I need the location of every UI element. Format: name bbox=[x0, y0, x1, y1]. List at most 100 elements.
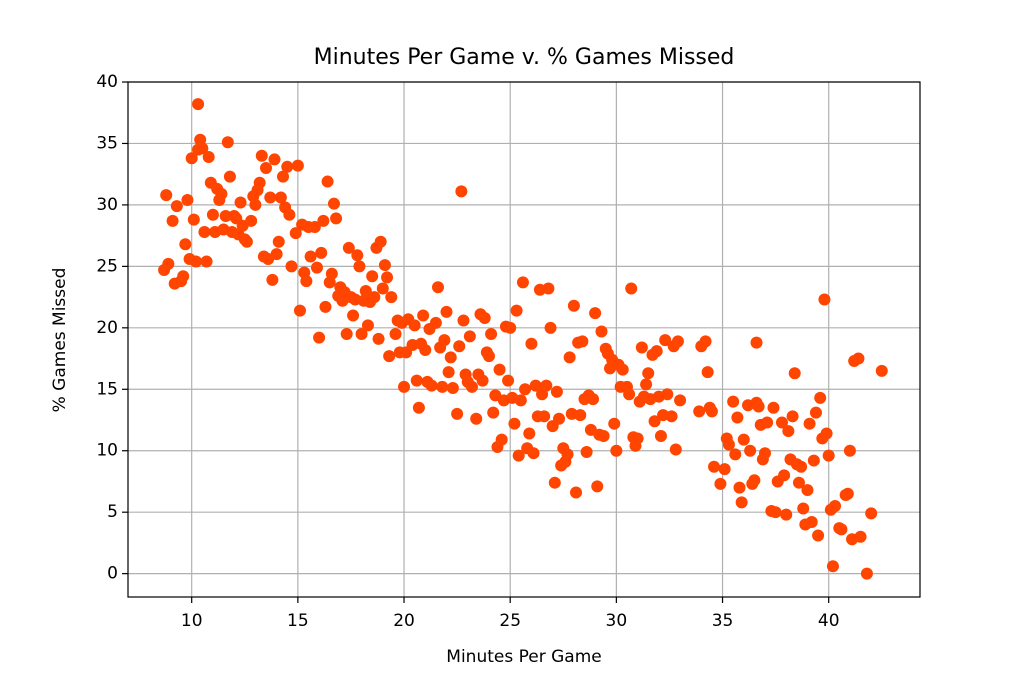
point bbox=[270, 248, 283, 261]
point bbox=[589, 307, 602, 320]
point bbox=[274, 191, 287, 204]
point bbox=[610, 444, 623, 457]
y-tick-label: 10 bbox=[96, 441, 118, 461]
point bbox=[659, 334, 672, 347]
point bbox=[419, 343, 432, 356]
point bbox=[550, 385, 563, 398]
point bbox=[478, 311, 491, 324]
point bbox=[444, 351, 457, 364]
point bbox=[245, 214, 258, 227]
point bbox=[661, 388, 674, 401]
point bbox=[412, 401, 425, 414]
point bbox=[512, 449, 525, 462]
y-tick-label: 40 bbox=[96, 72, 118, 92]
point bbox=[189, 255, 202, 268]
point bbox=[631, 432, 644, 445]
x-tick-label: 20 bbox=[393, 611, 415, 631]
point bbox=[595, 325, 608, 338]
point bbox=[300, 275, 313, 288]
point bbox=[516, 276, 529, 289]
point bbox=[436, 380, 449, 393]
point bbox=[529, 379, 542, 392]
point bbox=[576, 335, 589, 348]
point bbox=[570, 486, 583, 499]
point bbox=[574, 409, 587, 422]
point bbox=[361, 319, 374, 332]
point bbox=[398, 380, 411, 393]
x-tick-label: 10 bbox=[181, 611, 203, 631]
point bbox=[843, 444, 856, 457]
point bbox=[548, 476, 561, 489]
point bbox=[281, 160, 294, 173]
point bbox=[650, 345, 663, 358]
point bbox=[438, 334, 451, 347]
point bbox=[587, 393, 600, 406]
point bbox=[289, 227, 302, 240]
point bbox=[321, 175, 334, 188]
point bbox=[202, 150, 215, 163]
point bbox=[841, 487, 854, 500]
point bbox=[705, 405, 718, 418]
point bbox=[671, 335, 684, 348]
point bbox=[389, 327, 402, 340]
point bbox=[234, 196, 247, 209]
point bbox=[408, 319, 421, 332]
point bbox=[185, 152, 198, 165]
point bbox=[493, 363, 506, 376]
y-tick-label: 5 bbox=[107, 502, 118, 522]
point bbox=[347, 309, 360, 322]
point bbox=[616, 363, 629, 376]
point bbox=[567, 299, 580, 312]
point bbox=[542, 282, 555, 295]
point bbox=[192, 98, 205, 111]
point bbox=[829, 500, 842, 513]
x-tick-label: 25 bbox=[499, 611, 521, 631]
point bbox=[508, 417, 521, 430]
point bbox=[805, 516, 818, 529]
point bbox=[353, 260, 366, 273]
y-tick-label: 30 bbox=[96, 195, 118, 215]
point bbox=[814, 391, 827, 404]
point bbox=[797, 502, 810, 515]
point bbox=[179, 238, 192, 251]
point bbox=[758, 447, 771, 460]
point bbox=[640, 378, 653, 391]
point bbox=[835, 523, 848, 536]
point bbox=[820, 427, 833, 440]
point bbox=[778, 469, 791, 482]
point bbox=[425, 379, 438, 392]
point bbox=[455, 185, 468, 198]
point bbox=[310, 261, 323, 274]
point bbox=[465, 380, 478, 393]
point bbox=[786, 410, 799, 423]
point bbox=[718, 463, 731, 476]
point bbox=[166, 214, 179, 227]
point bbox=[544, 321, 557, 334]
point bbox=[187, 213, 200, 226]
point bbox=[826, 560, 839, 573]
point bbox=[240, 235, 253, 248]
point bbox=[669, 443, 682, 456]
point bbox=[654, 429, 667, 442]
point bbox=[177, 270, 190, 283]
point bbox=[648, 415, 661, 428]
point bbox=[160, 189, 173, 202]
point bbox=[372, 332, 385, 345]
y-axis-label: % Games Missed bbox=[50, 268, 70, 413]
point bbox=[807, 454, 820, 467]
y-tick-label: 20 bbox=[96, 318, 118, 338]
point bbox=[553, 412, 566, 425]
point bbox=[432, 281, 445, 294]
point bbox=[268, 153, 281, 166]
point bbox=[527, 447, 540, 460]
point bbox=[446, 382, 459, 395]
point bbox=[767, 401, 780, 414]
point bbox=[731, 411, 744, 424]
point bbox=[376, 282, 389, 295]
point bbox=[487, 406, 500, 419]
point bbox=[510, 304, 523, 317]
point bbox=[440, 305, 453, 318]
point bbox=[693, 405, 706, 418]
point bbox=[580, 445, 593, 458]
